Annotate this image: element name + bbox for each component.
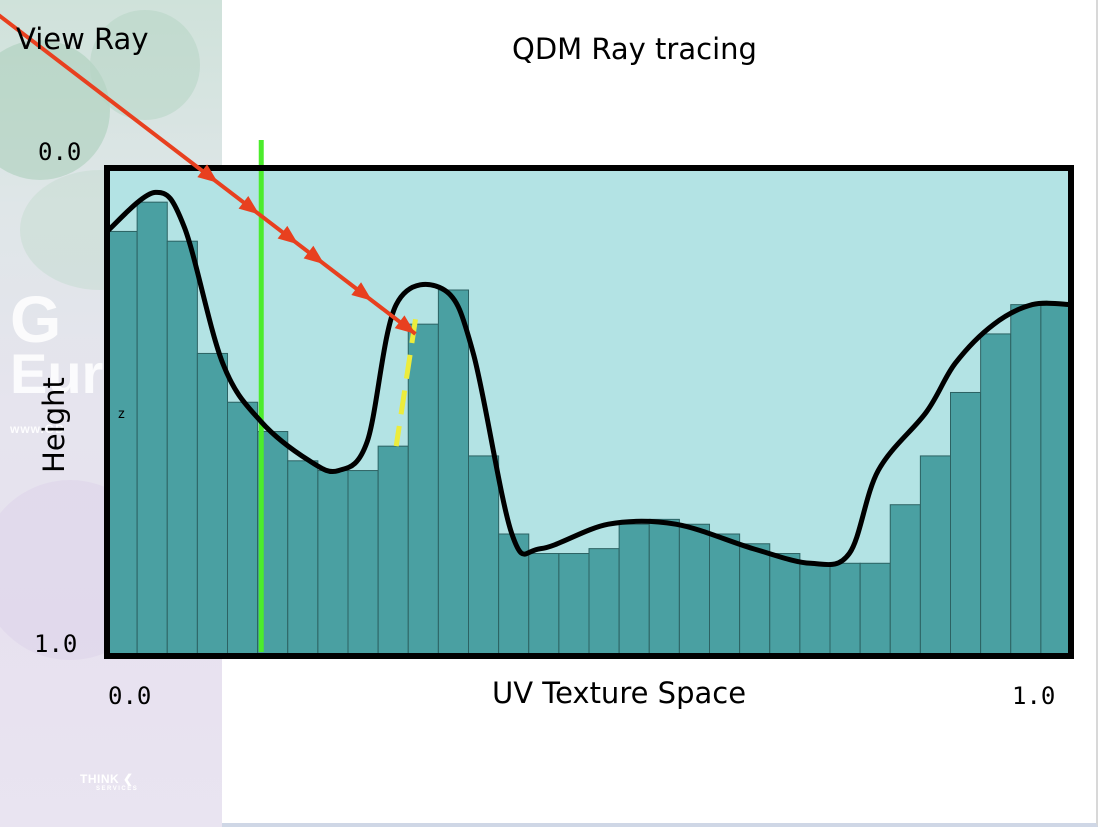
height-bar bbox=[317, 470, 349, 656]
view-ray bbox=[0, 13, 417, 336]
x-axis-left-tick: 0.0 bbox=[108, 682, 152, 710]
sidebar-watermark: G Eur www.GD bbox=[10, 282, 104, 436]
watermark-line1: G bbox=[10, 282, 62, 356]
height-bar bbox=[588, 548, 620, 656]
height-bar bbox=[107, 230, 138, 656]
height-bar bbox=[950, 391, 982, 656]
height-bar bbox=[618, 523, 650, 656]
view-ray-line bbox=[0, 13, 417, 336]
decor-blob bbox=[90, 10, 200, 120]
height-bar bbox=[889, 504, 921, 656]
view-ray-arrowhead bbox=[351, 282, 373, 301]
height-bar bbox=[739, 543, 771, 656]
dashed-marker bbox=[393, 318, 418, 447]
height-bar bbox=[678, 523, 711, 656]
view-ray-label: View Ray bbox=[16, 22, 149, 56]
x-axis-title: UV Texture Space bbox=[492, 676, 747, 710]
height-bar bbox=[919, 455, 952, 656]
height-bar bbox=[980, 333, 1012, 656]
page-title: QDM Ray tracing bbox=[512, 32, 757, 66]
view-ray-arrowhead bbox=[394, 315, 416, 334]
height-bar bbox=[196, 352, 229, 656]
height-bar bbox=[1040, 304, 1071, 656]
height-bar bbox=[347, 470, 379, 656]
height-bar bbox=[468, 455, 500, 656]
view-ray-arrowhead bbox=[277, 225, 299, 245]
y-axis-top-tick: 0.0 bbox=[38, 138, 82, 166]
height-curve bbox=[105, 189, 1072, 568]
y-axis-title: Height bbox=[37, 377, 71, 473]
height-bars bbox=[107, 201, 1071, 656]
height-bar bbox=[648, 518, 680, 656]
view-ray-arrowhead bbox=[238, 195, 260, 215]
height-bar bbox=[769, 553, 801, 656]
height-bar bbox=[407, 323, 439, 656]
height-bar bbox=[437, 289, 470, 656]
height-bar bbox=[287, 460, 319, 656]
heightfield-frame bbox=[104, 165, 1074, 659]
height-bar bbox=[558, 553, 590, 656]
height-bar bbox=[136, 201, 168, 656]
height-bar bbox=[166, 240, 198, 656]
height-bar bbox=[709, 533, 741, 656]
logo-sub: SERVICES bbox=[96, 786, 139, 792]
height-bar bbox=[829, 562, 861, 656]
z-label: z bbox=[118, 405, 125, 421]
x-axis-right-tick: 1.0 bbox=[1012, 682, 1056, 710]
height-bar bbox=[227, 401, 259, 656]
watermark-line2: Eur bbox=[10, 342, 104, 406]
y-axis-bottom-tick: 1.0 bbox=[34, 630, 78, 658]
think-logo: THINK ❮ SERVICES bbox=[80, 772, 139, 792]
height-bar bbox=[528, 553, 560, 656]
height-bar bbox=[799, 562, 831, 656]
height-bar bbox=[1010, 304, 1042, 656]
logo-text: THINK bbox=[80, 772, 120, 786]
markers bbox=[258, 140, 418, 652]
watermark-url: www.GD bbox=[10, 421, 65, 436]
height-bar bbox=[859, 562, 891, 656]
view-ray-arrowhead bbox=[303, 245, 325, 265]
view-ray-arrowhead bbox=[197, 164, 219, 183]
height-bar bbox=[377, 445, 409, 656]
